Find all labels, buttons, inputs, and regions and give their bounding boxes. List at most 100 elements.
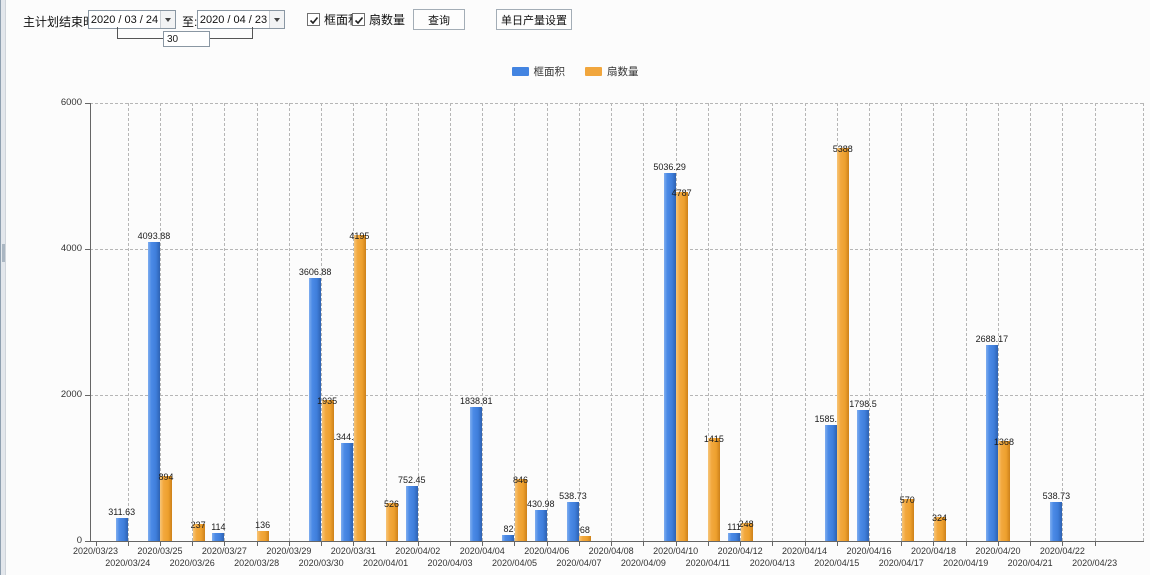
bar-扇数量-2020/04/12 <box>740 523 753 541</box>
splitter-handle-icon <box>2 244 5 262</box>
bar-value-label: 1415 <box>703 434 724 444</box>
x-axis-label: 2020/03/25 <box>137 546 183 556</box>
y-axis-line <box>90 103 91 541</box>
bar-扇数量-2020/04/17 <box>901 499 914 541</box>
gridline-vertical <box>159 103 161 541</box>
frame-area-checkbox[interactable] <box>307 13 320 26</box>
bar-value-label: 5036.29 <box>653 162 686 172</box>
query-button[interactable]: 查询 <box>413 9 465 30</box>
y-axis-label: 4000 <box>60 243 82 254</box>
bar-value-label: 4787 <box>671 188 692 198</box>
x-axis-tick <box>482 542 484 546</box>
x-axis-tick <box>643 542 645 546</box>
bar-value-label: 4093.88 <box>137 231 171 241</box>
x-axis-tick <box>385 542 387 546</box>
x-axis-label: 2020/04/20 <box>975 546 1021 556</box>
x-axis-label: 2020/03/28 <box>234 558 280 568</box>
y-axis-tick <box>85 541 90 542</box>
bar-框面积-2020/04/04 <box>470 407 483 541</box>
x-axis-label: 2020/04/03 <box>427 558 473 568</box>
legend-label: 扇数量 <box>607 66 639 78</box>
x-axis-tick <box>1030 542 1032 546</box>
x-axis-tick <box>997 542 999 546</box>
legend-swatch-icon <box>511 67 529 76</box>
left-splitter[interactable] <box>0 0 6 575</box>
bar-value-label: 82 <box>503 524 514 534</box>
date-to-dropdown-button[interactable] <box>269 11 284 28</box>
x-axis-tick <box>321 542 323 546</box>
x-axis-tick <box>1094 542 1096 546</box>
gridline-vertical <box>772 103 774 541</box>
x-axis-tick <box>578 542 580 546</box>
y-axis-label: 2000 <box>60 389 82 400</box>
gridline-vertical <box>385 103 387 541</box>
date-from-dropdown-button[interactable] <box>160 11 175 28</box>
bar-框面积-2020/04/06 <box>534 510 547 541</box>
x-axis-label: 2020/03/26 <box>169 558 215 568</box>
x-axis-label: 2020/04/17 <box>878 558 924 568</box>
date-from-value: 2020 / 03 / 24 <box>90 13 159 26</box>
sash-count-checkbox[interactable] <box>352 13 365 26</box>
bracket-line <box>117 27 118 38</box>
bar-value-label: 846 <box>512 475 528 485</box>
x-axis-tick <box>901 542 903 546</box>
x-axis-tick <box>159 542 161 546</box>
bar-value-label: 538.73 <box>1042 491 1071 501</box>
bar-框面积-2020/03/31 <box>341 443 354 541</box>
bar-扇数量-2020/04/20 <box>998 441 1011 541</box>
gridline-vertical <box>288 103 290 541</box>
x-axis-label: 2020/03/23 <box>72 546 119 556</box>
bar-value-label: 538.73 <box>559 491 587 501</box>
bar-扇数量-2020/04/11 <box>708 438 721 541</box>
gridline-vertical <box>611 103 613 541</box>
x-axis-label: 2020/04/04 <box>459 546 505 556</box>
bar-value-label: 526 <box>384 499 400 509</box>
y-axis-label: 0 <box>76 535 82 546</box>
date-to-picker[interactable]: 2020 / 04 / 23 <box>197 10 285 29</box>
bar-value-label: 1838.81 <box>459 396 493 406</box>
x-axis-label: 2020/04/02 <box>395 546 441 556</box>
x-axis-label: 2020/03/29 <box>266 546 312 556</box>
bar-扇数量-2020/04/07 <box>579 536 592 541</box>
bar-框面积-2020/04/02 <box>405 486 418 541</box>
bar-value-label: 894 <box>158 472 174 482</box>
x-axis-tick <box>869 542 871 546</box>
days-between-input[interactable]: 30 <box>163 31 210 47</box>
date-to-value: 2020 / 04 / 23 <box>199 13 268 26</box>
x-axis-tick <box>192 542 194 546</box>
gridline-vertical <box>1094 103 1096 541</box>
date-from-picker[interactable]: 2020 / 03 / 24 <box>88 10 176 29</box>
x-axis-label: 2020/04/19 <box>943 558 989 568</box>
legend-item: 框面积 <box>511 64 565 79</box>
x-axis-tick <box>707 542 709 546</box>
bar-扇数量-2020/03/30 <box>321 400 334 541</box>
bar-value-label: 1368 <box>993 437 1014 447</box>
bar-框面积-2020/04/15 <box>824 425 837 541</box>
bar-value-label: 136 <box>255 520 271 530</box>
x-axis-label: 2020/04/13 <box>749 558 795 568</box>
x-axis-tick <box>450 542 452 546</box>
x-axis-label: 2020/04/12 <box>717 546 763 556</box>
bar-扇数量-2020/04/18 <box>933 517 946 541</box>
bar-框面积-2020/04/22 <box>1050 502 1063 541</box>
x-axis-tick <box>965 542 967 546</box>
daily-output-settings-button[interactable]: 单日产量设置 <box>496 9 572 30</box>
x-axis-tick <box>514 542 516 546</box>
bar-框面积-2020/04/07 <box>566 502 579 541</box>
x-axis-tick <box>417 542 419 546</box>
bar-value-label: 1585.96 <box>814 414 848 424</box>
x-axis-label: 2020/04/09 <box>620 558 666 568</box>
gridline-vertical <box>321 103 323 541</box>
checkmark-icon <box>309 16 318 24</box>
gridline-vertical <box>482 103 484 541</box>
x-axis-label: 2020/04/06 <box>524 546 570 556</box>
bar-value-label: 1935 <box>317 396 338 406</box>
x-axis-label: 2020/04/15 <box>814 558 860 568</box>
bar-框面积-2020/03/25 <box>147 242 160 541</box>
checkmark-icon <box>354 16 363 24</box>
bracket-line <box>117 38 163 39</box>
x-axis-tick <box>127 542 129 546</box>
gridline-vertical <box>546 103 548 541</box>
x-axis-tick <box>611 542 613 546</box>
gridline-horizontal <box>90 395 1143 396</box>
